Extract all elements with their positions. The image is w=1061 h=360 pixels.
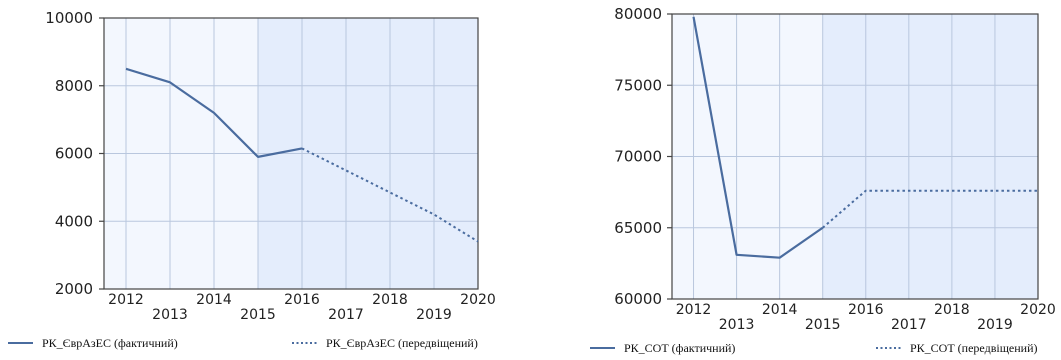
legend-label: РК_СОТ (передвіщений) [910, 341, 1038, 355]
chart-1: 10000 8000 6000 4000 2000 2012 2013 2014 2015 201… [8, 9, 496, 350]
x-tick-label: 2017 [328, 307, 364, 323]
x-tick-label: 2016 [848, 302, 884, 318]
y-tick-label: 2000 [55, 280, 93, 298]
y-tick-label: 75000 [614, 76, 662, 94]
legend-label: РК_СОТ (фактичний) [624, 341, 735, 355]
y-tick-label: 8000 [55, 77, 93, 95]
x-tick-label: 2019 [416, 307, 452, 323]
y-tick-label: 60000 [614, 290, 662, 308]
x-tick-label: 2020 [1020, 302, 1056, 318]
x-tick-label: 2013 [719, 317, 755, 333]
legend-label: РК_ЄврАзЕС (фактичний) [42, 336, 178, 350]
y-tick-label: 65000 [614, 219, 662, 237]
x-tick-label: 2015 [240, 307, 276, 323]
x-tick-label: 2020 [460, 292, 496, 308]
x-tick-label: 2015 [805, 317, 841, 333]
legend-label: РК_ЄврАзЕС (передвіщений) [326, 336, 478, 350]
chart-2: 80000 75000 70000 65000 60000 2012 2013 2014 201… [590, 5, 1056, 355]
y-tick-label: 10000 [45, 9, 93, 27]
x-tick-label: 2012 [108, 292, 144, 308]
series-line-actual [692, 16, 824, 259]
x-tick-label: 2019 [977, 317, 1013, 333]
x-tick-label: 2014 [196, 292, 232, 308]
x-tick-label: 2016 [284, 292, 320, 308]
y-tick-label: 70000 [614, 148, 662, 166]
x-tick-label: 2013 [152, 307, 188, 323]
y-tick-label: 6000 [55, 145, 93, 163]
series-line-actual [125, 67, 303, 158]
x-tick-label: 2014 [762, 302, 798, 318]
x-tick-label: 2018 [934, 302, 970, 318]
y-tick-label: 80000 [614, 5, 662, 23]
x-tick-label: 2017 [891, 317, 927, 333]
x-tick-label: 2018 [372, 292, 408, 308]
y-tick-label: 4000 [55, 212, 93, 230]
x-tick-label: 2012 [676, 302, 712, 318]
series-line-forecast [822, 189, 1038, 229]
